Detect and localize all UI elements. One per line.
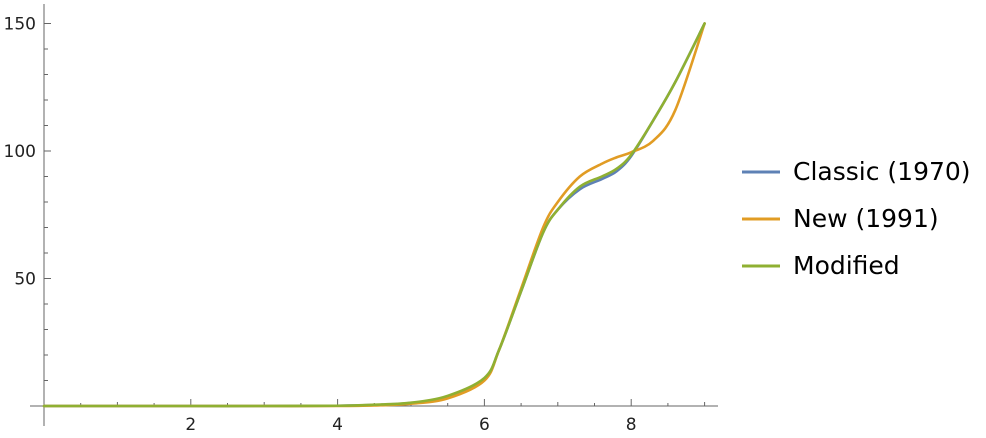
series-lines xyxy=(44,24,705,407)
legend-label-new-1991: New (1991) xyxy=(793,204,939,233)
y-tick-label: 50 xyxy=(14,270,36,290)
y-tick-label: 100 xyxy=(4,142,36,162)
tick-marks xyxy=(44,24,705,407)
legend-label-modified: Modified xyxy=(793,251,900,280)
x-tick-label: 4 xyxy=(332,415,343,435)
series-line-new-1991 xyxy=(44,24,705,407)
axes xyxy=(30,4,718,426)
series-line-modified xyxy=(44,24,705,407)
y-tick-label: 150 xyxy=(4,15,36,35)
x-tick-label: 8 xyxy=(626,415,637,435)
legend-label-classic-1970: Classic (1970) xyxy=(793,157,971,186)
x-tick-label: 6 xyxy=(479,415,490,435)
tick-labels: 2 4 6 8 50 100 150 xyxy=(4,15,637,436)
legend: Classic (1970) New (1991) Modified xyxy=(742,157,971,280)
series-line-classic-1970 xyxy=(44,24,705,407)
x-tick-label: 2 xyxy=(185,415,196,435)
